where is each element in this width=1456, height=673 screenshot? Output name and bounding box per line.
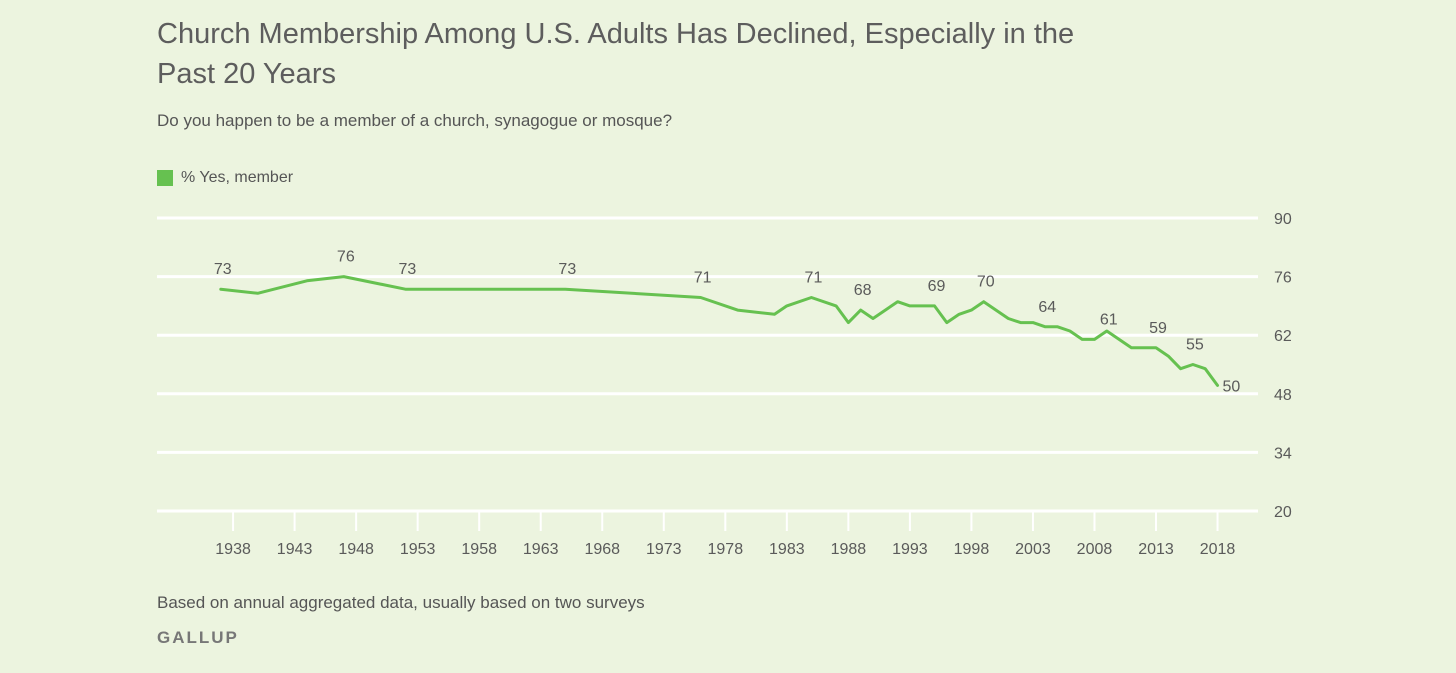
data-label: 73	[398, 261, 416, 278]
data-label: 69	[928, 278, 946, 295]
legend-label: % Yes, member	[181, 169, 294, 186]
data-label: 64	[1038, 299, 1056, 316]
legend: % Yes, member	[157, 169, 293, 187]
x-tick-label: 1953	[400, 541, 436, 558]
x-tick-label: 2018	[1200, 541, 1236, 558]
grid-lines	[157, 216, 1258, 513]
chart-subtitle: Do you happen to be a member of a church…	[157, 111, 673, 130]
y-tick-label: 48	[1274, 387, 1292, 404]
data-label: 55	[1186, 337, 1204, 354]
x-tick-label: 1968	[584, 541, 620, 558]
x-tick-label: 1938	[215, 541, 251, 558]
x-tick-label: 1993	[892, 541, 928, 558]
x-tick-label: 2013	[1138, 541, 1174, 558]
x-tick-label: 1948	[338, 541, 374, 558]
x-tick-label: 1998	[954, 541, 990, 558]
x-tick-label: 1958	[461, 541, 497, 558]
gallup-logo: GALLUP	[157, 628, 239, 647]
data-label: 73	[214, 261, 232, 278]
chart-title: Church Membership Among U.S. Adults Has …	[157, 18, 1075, 90]
x-tick-label: 1943	[277, 541, 313, 558]
legend-swatch	[157, 170, 173, 186]
x-tick-label: 1963	[523, 541, 559, 558]
series-lines	[219, 275, 1219, 387]
series-line-yes-member	[219, 275, 1219, 387]
data-label: 50	[1223, 378, 1241, 395]
y-tick-label: 76	[1274, 270, 1292, 287]
footnote: Based on annual aggregated data, usually…	[157, 593, 645, 612]
data-label: 70	[977, 274, 995, 291]
x-tick-label: 1988	[831, 541, 867, 558]
data-label: 61	[1100, 311, 1118, 328]
y-axis-ticks: 90 76 62 48 34 20	[1274, 211, 1292, 521]
data-labels: 73 76 73 73 71 71 68 69 70 64 61 59 55 50	[214, 249, 1241, 396]
data-label: 73	[558, 261, 576, 278]
y-tick-label: 90	[1274, 211, 1292, 228]
x-tick-label: 2008	[1077, 541, 1113, 558]
x-tick-label: 2003	[1015, 541, 1051, 558]
data-label: 76	[337, 249, 355, 266]
y-tick-label: 20	[1274, 504, 1292, 521]
y-tick-label: 34	[1274, 445, 1292, 462]
x-tick-label: 1983	[769, 541, 805, 558]
x-axis-ticks: 1938 1943 1948 1953 1958 1963 1968 1973 1978 1983…	[215, 511, 1235, 558]
x-tick-label: 1978	[708, 541, 744, 558]
data-label: 71	[805, 270, 823, 287]
data-label: 68	[854, 282, 872, 299]
y-tick-label: 62	[1274, 328, 1292, 345]
data-label: 59	[1149, 320, 1167, 337]
data-label: 71	[694, 270, 712, 287]
x-tick-label: 1973	[646, 541, 682, 558]
